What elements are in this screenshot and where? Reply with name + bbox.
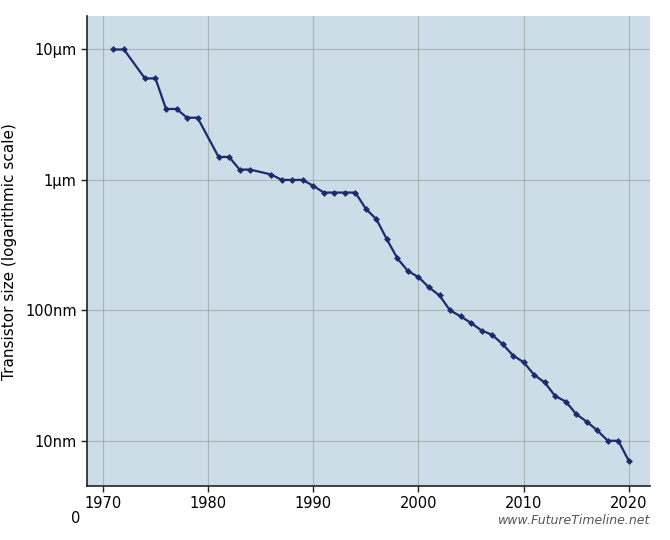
Text: www.FutureTimeline.net: www.FutureTimeline.net — [498, 514, 650, 526]
Y-axis label: Transistor size (logarithmic scale): Transistor size (logarithmic scale) — [2, 123, 17, 380]
Text: 0: 0 — [71, 511, 80, 526]
